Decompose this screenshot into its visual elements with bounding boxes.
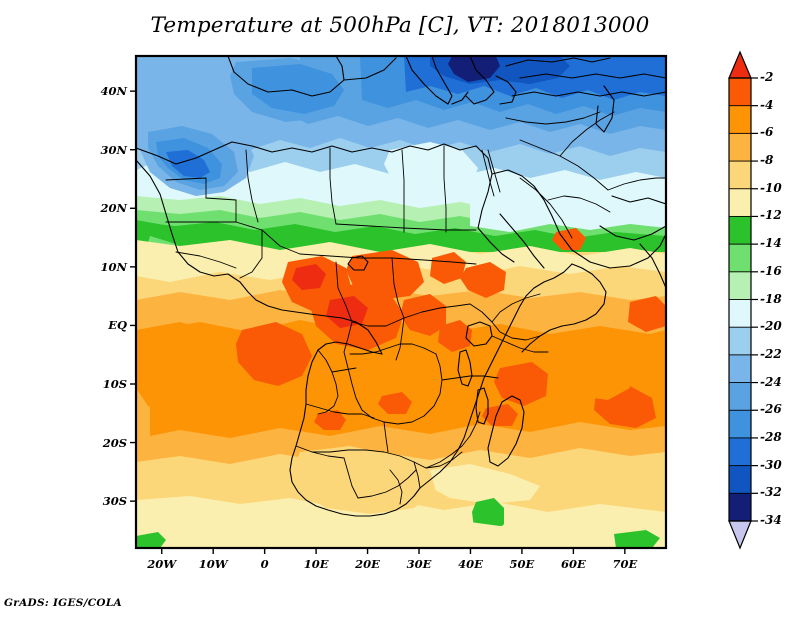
y-axis-label-6: 20S <box>102 435 127 450</box>
colorbar-label-4: -10 <box>760 180 782 195</box>
colorbar[interactable] <box>728 50 758 550</box>
colorbar-label-13: -28 <box>760 429 782 444</box>
colorbar-band <box>728 492 752 522</box>
colorbar-band <box>728 215 752 245</box>
y-axis-label-1: 30N <box>100 142 127 157</box>
colorbar-ticks <box>751 77 758 522</box>
x-axis-label-5: 30E <box>406 557 432 571</box>
x-axis-label-8: 60E <box>560 557 586 571</box>
map-frame <box>134 54 668 550</box>
x-axis-label-4: 20E <box>355 557 380 571</box>
temperature-shading <box>136 56 666 548</box>
colorbar-band <box>728 299 752 329</box>
colorbar-label-16: -34 <box>760 513 782 527</box>
y-axis-label-5: 10S <box>102 377 127 391</box>
colorbar-band <box>728 271 752 301</box>
colorbar-label-14: -30 <box>760 457 782 472</box>
colorbar-band <box>728 160 752 190</box>
colorbar-label-5: -12 <box>760 208 782 223</box>
colorbar-band <box>728 437 752 467</box>
colorbar-band <box>728 382 752 412</box>
colorbar-band <box>728 243 752 273</box>
x-axis-label-2: 0 <box>260 557 269 571</box>
colorbar-band <box>728 465 752 495</box>
colorbar-label-11: -24 <box>760 374 782 389</box>
x-axis-label-9: 70E <box>612 557 638 571</box>
colorbar-label-9: -20 <box>760 319 782 334</box>
colorbar-label-12: -26 <box>760 402 782 417</box>
axis-ticks <box>130 90 626 554</box>
colorbar-bottom-arrow <box>728 520 752 550</box>
colorbar-label-2: -6 <box>760 125 774 140</box>
y-axis-label-2: 20N <box>100 201 127 216</box>
colorbar-label-6: -14 <box>760 236 782 251</box>
colorbar-label-0: -2 <box>760 70 774 84</box>
x-axis-label-3: 10E <box>303 557 329 571</box>
colorbar-band <box>728 409 752 439</box>
colorbar-band <box>728 354 752 384</box>
colorbar-label-1: -4 <box>760 97 774 112</box>
coastlines-and-borders <box>136 56 666 517</box>
colorbar-band <box>728 132 752 162</box>
y-axis-label-3: 10N <box>100 259 127 274</box>
x-axis-label-1: 10W <box>198 557 228 571</box>
colorbar-top-arrow <box>728 50 752 79</box>
colorbar-label-8: -18 <box>760 291 782 306</box>
colorbar-band <box>728 188 752 218</box>
colorbar-bands <box>728 77 752 522</box>
x-axis-label-6: 40E <box>458 557 483 571</box>
colorbar-band <box>728 77 752 107</box>
x-axis-label-0: 20W <box>147 557 177 571</box>
page-title: Temperature at 500hPa [C], VT: 201801300… <box>150 13 650 38</box>
x-axis-label-7: 50E <box>509 557 535 571</box>
y-axis-label-0: 40N <box>100 84 127 99</box>
y-axis-label-7: 30S <box>102 494 127 509</box>
colorbar-label-7: -16 <box>760 263 782 278</box>
colorbar-band <box>728 326 752 356</box>
colorbar-label-3: -8 <box>760 153 774 168</box>
attribution-footer: GrADS: IGES/COLA <box>4 597 122 609</box>
y-axis-label-4: EQ <box>108 318 127 333</box>
colorbar-band <box>728 105 752 135</box>
colorbar-label-10: -22 <box>760 346 782 361</box>
colorbar-label-15: -32 <box>760 485 782 500</box>
